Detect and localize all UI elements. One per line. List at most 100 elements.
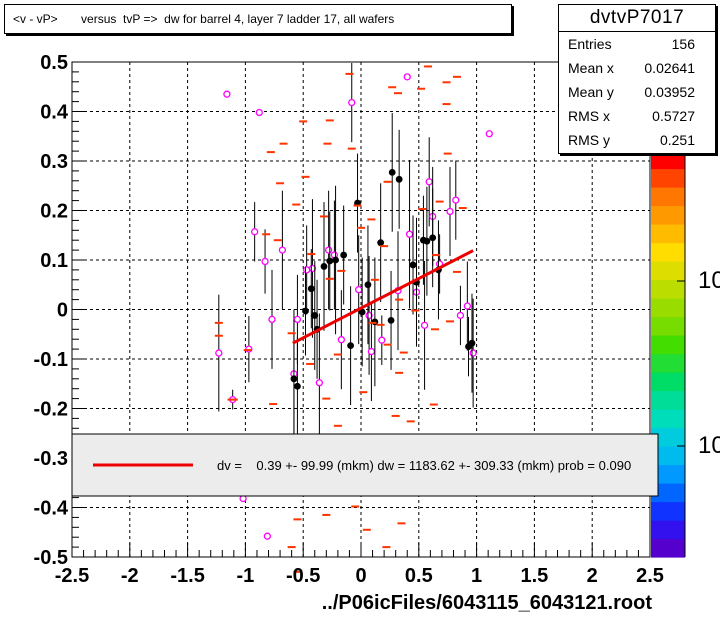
data-point (337, 336, 345, 344)
data-point (348, 98, 356, 107)
y-tick-label: -0.2 (34, 399, 68, 421)
stats-row-rms-x: RMS x 0.5727 (559, 104, 715, 128)
data-point (278, 246, 287, 254)
data-point (378, 336, 386, 344)
data-point (332, 256, 339, 264)
palette-cell (651, 464, 685, 484)
x-axis-title: ../P06icFiles/6043115_6043121.root (321, 592, 652, 614)
stats-row-mean-y: Mean y 0.03952 (559, 80, 715, 104)
data-point (377, 239, 385, 247)
palette-cell (651, 483, 685, 503)
stats-value: 0.03952 (644, 84, 695, 100)
data-point (294, 382, 301, 390)
data-point (395, 175, 403, 183)
data-point (446, 207, 454, 216)
data-point (469, 349, 477, 357)
palette-cell (651, 242, 685, 262)
x-tick-label: -2 (121, 565, 139, 587)
data-point (387, 316, 395, 324)
legend: dv = 0.39 +- 99.99 (mkm) dw = 1183.62 +-… (71, 433, 659, 497)
data-point (302, 307, 309, 315)
x-tick-label: 0.5 (405, 565, 433, 587)
data-point (311, 312, 319, 319)
data-point (215, 349, 223, 357)
y-tick-label: 0.2 (40, 201, 68, 223)
stats-label: RMS x (568, 108, 610, 124)
data-point (485, 130, 493, 138)
data-point (223, 90, 231, 98)
data-point (250, 228, 259, 236)
palette-cell (651, 501, 685, 521)
palette-cell (651, 316, 685, 336)
palette-cell (651, 335, 685, 355)
x-tick-label: -1 (237, 565, 255, 587)
stats-value: 0.5727 (652, 108, 695, 124)
y-tick-label: -0.4 (34, 498, 69, 520)
data-point (456, 311, 465, 320)
data-point (388, 168, 396, 176)
palette-cell (651, 520, 685, 540)
data-point (268, 315, 276, 324)
data-point (324, 246, 333, 254)
y-tick-label: -0.3 (34, 448, 68, 470)
data-point (429, 234, 437, 242)
data-point (423, 237, 431, 245)
y-tick-label: -0.1 (34, 349, 68, 371)
palette-cell (651, 409, 685, 429)
data-point (405, 230, 414, 238)
y-tick-label: 0 (57, 300, 68, 322)
data-point (355, 286, 363, 294)
data-point (326, 257, 334, 265)
plot-title: <v - vP> versus tvP => dw for barrel 4, … (4, 4, 512, 34)
palette-cell (651, 538, 685, 558)
data-point (463, 302, 472, 310)
palette-cell (651, 279, 685, 299)
x-tick-label: -1.5 (170, 565, 204, 587)
data-point (293, 315, 302, 324)
data-point (347, 342, 354, 350)
data-point (468, 339, 476, 347)
palette-cell (651, 150, 685, 170)
fit-line-segment (292, 249, 474, 345)
palette-cell (651, 261, 685, 281)
x-tick-label: -2.5 (55, 565, 89, 587)
data-point (340, 251, 348, 259)
stats-label: Mean y (568, 84, 614, 100)
data-point (420, 321, 429, 329)
x-tick-label: -0.5 (286, 565, 320, 587)
y-tick-label: 0.3 (40, 151, 68, 173)
stats-value: 156 (671, 36, 695, 52)
stats-row-rms-y: RMS y 0.251 (559, 128, 715, 152)
stats-name: dvtvP7017 (559, 5, 715, 32)
palette-label: 10 (698, 432, 720, 459)
palette-cell (651, 446, 685, 466)
data-point (255, 108, 263, 117)
data-point (409, 261, 417, 269)
x-tick-label: 0 (355, 565, 366, 587)
x-tick-label: 2 (587, 565, 598, 587)
data-point (367, 347, 376, 356)
stats-value: 0.251 (659, 132, 695, 148)
data-point (358, 308, 366, 316)
x-tick-label: 1 (471, 565, 482, 587)
palette-cell (651, 187, 685, 207)
color-palette (651, 150, 686, 558)
fit-line (292, 249, 474, 345)
data-point (290, 375, 298, 383)
y-tick-label: 0.4 (40, 102, 69, 124)
stats-label: Entries (568, 36, 612, 52)
data-point (364, 281, 372, 289)
legend-text: dv = 0.39 +- 99.99 (mkm) dw = 1183.62 +-… (217, 458, 631, 473)
data-point (303, 266, 311, 274)
stats-box: dvtvP7017 Entries 156 Mean x 0.02641 Mean … (558, 4, 716, 154)
data-point (403, 73, 411, 81)
stats-row-entries: Entries 156 (559, 32, 715, 56)
stats-value: 0.02641 (644, 60, 695, 76)
y-tick-label: -0.5 (34, 547, 68, 569)
x-tick-label: 2.5 (636, 565, 664, 587)
data-point (425, 178, 433, 186)
data-point (315, 379, 324, 387)
y-tick-label: 0.5 (40, 52, 68, 74)
palette-cell (651, 205, 685, 225)
